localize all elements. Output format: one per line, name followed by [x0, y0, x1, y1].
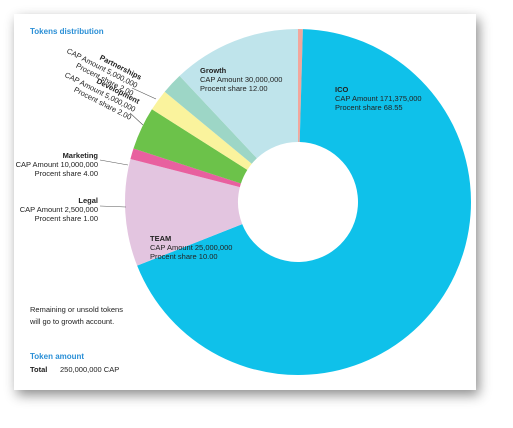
- segment-share: Procent share 12.00: [200, 84, 268, 93]
- segment-cap: CAP Amount 10,000,000: [16, 160, 98, 169]
- leader-lines: [99, 87, 157, 208]
- leader-line: [99, 159, 129, 166]
- note-line: Remaining or unsold tokens: [30, 305, 123, 314]
- donut-segment: [133, 109, 248, 184]
- donut-segment: [151, 91, 252, 170]
- total-value: 250,000,000 CAP: [60, 365, 119, 374]
- segment-share: Procent share 10.00: [150, 252, 218, 261]
- segment-name: ICO: [335, 85, 349, 94]
- leader-line: [99, 205, 127, 208]
- segment-name: Marketing: [63, 151, 99, 160]
- donut-segment: [137, 29, 471, 375]
- donut-segment: [179, 29, 298, 159]
- note-line: will go to growth account.: [29, 317, 114, 326]
- donut-segment: [164, 75, 257, 164]
- segment-name: Legal: [78, 196, 98, 205]
- segment-share: Procent share 68.55: [335, 103, 403, 112]
- donut-segment: [298, 29, 303, 143]
- segment-cap: CAP Amount 171,375,000: [335, 94, 422, 103]
- amount-title: Token amount: [30, 352, 84, 361]
- donut-segment: [130, 148, 241, 188]
- segment-name: TEAM: [150, 234, 171, 243]
- chart-title: Tokens distribution: [30, 27, 104, 36]
- leader-line: [131, 87, 157, 100]
- segment-cap: CAP Amount 2,500,000: [20, 205, 98, 214]
- segment-name: Growth: [200, 66, 227, 75]
- segment-cap: CAP Amount 30,000,000: [200, 75, 282, 84]
- donut-segment: [125, 158, 243, 266]
- leader-line: [129, 112, 144, 126]
- segment-cap: CAP Amount 25,000,000: [150, 243, 232, 252]
- segment-share: Procent share 4.00: [35, 169, 98, 178]
- segment-share: Procent share 1.00: [35, 214, 98, 223]
- donut: [125, 29, 471, 375]
- total-label: Total: [30, 365, 47, 374]
